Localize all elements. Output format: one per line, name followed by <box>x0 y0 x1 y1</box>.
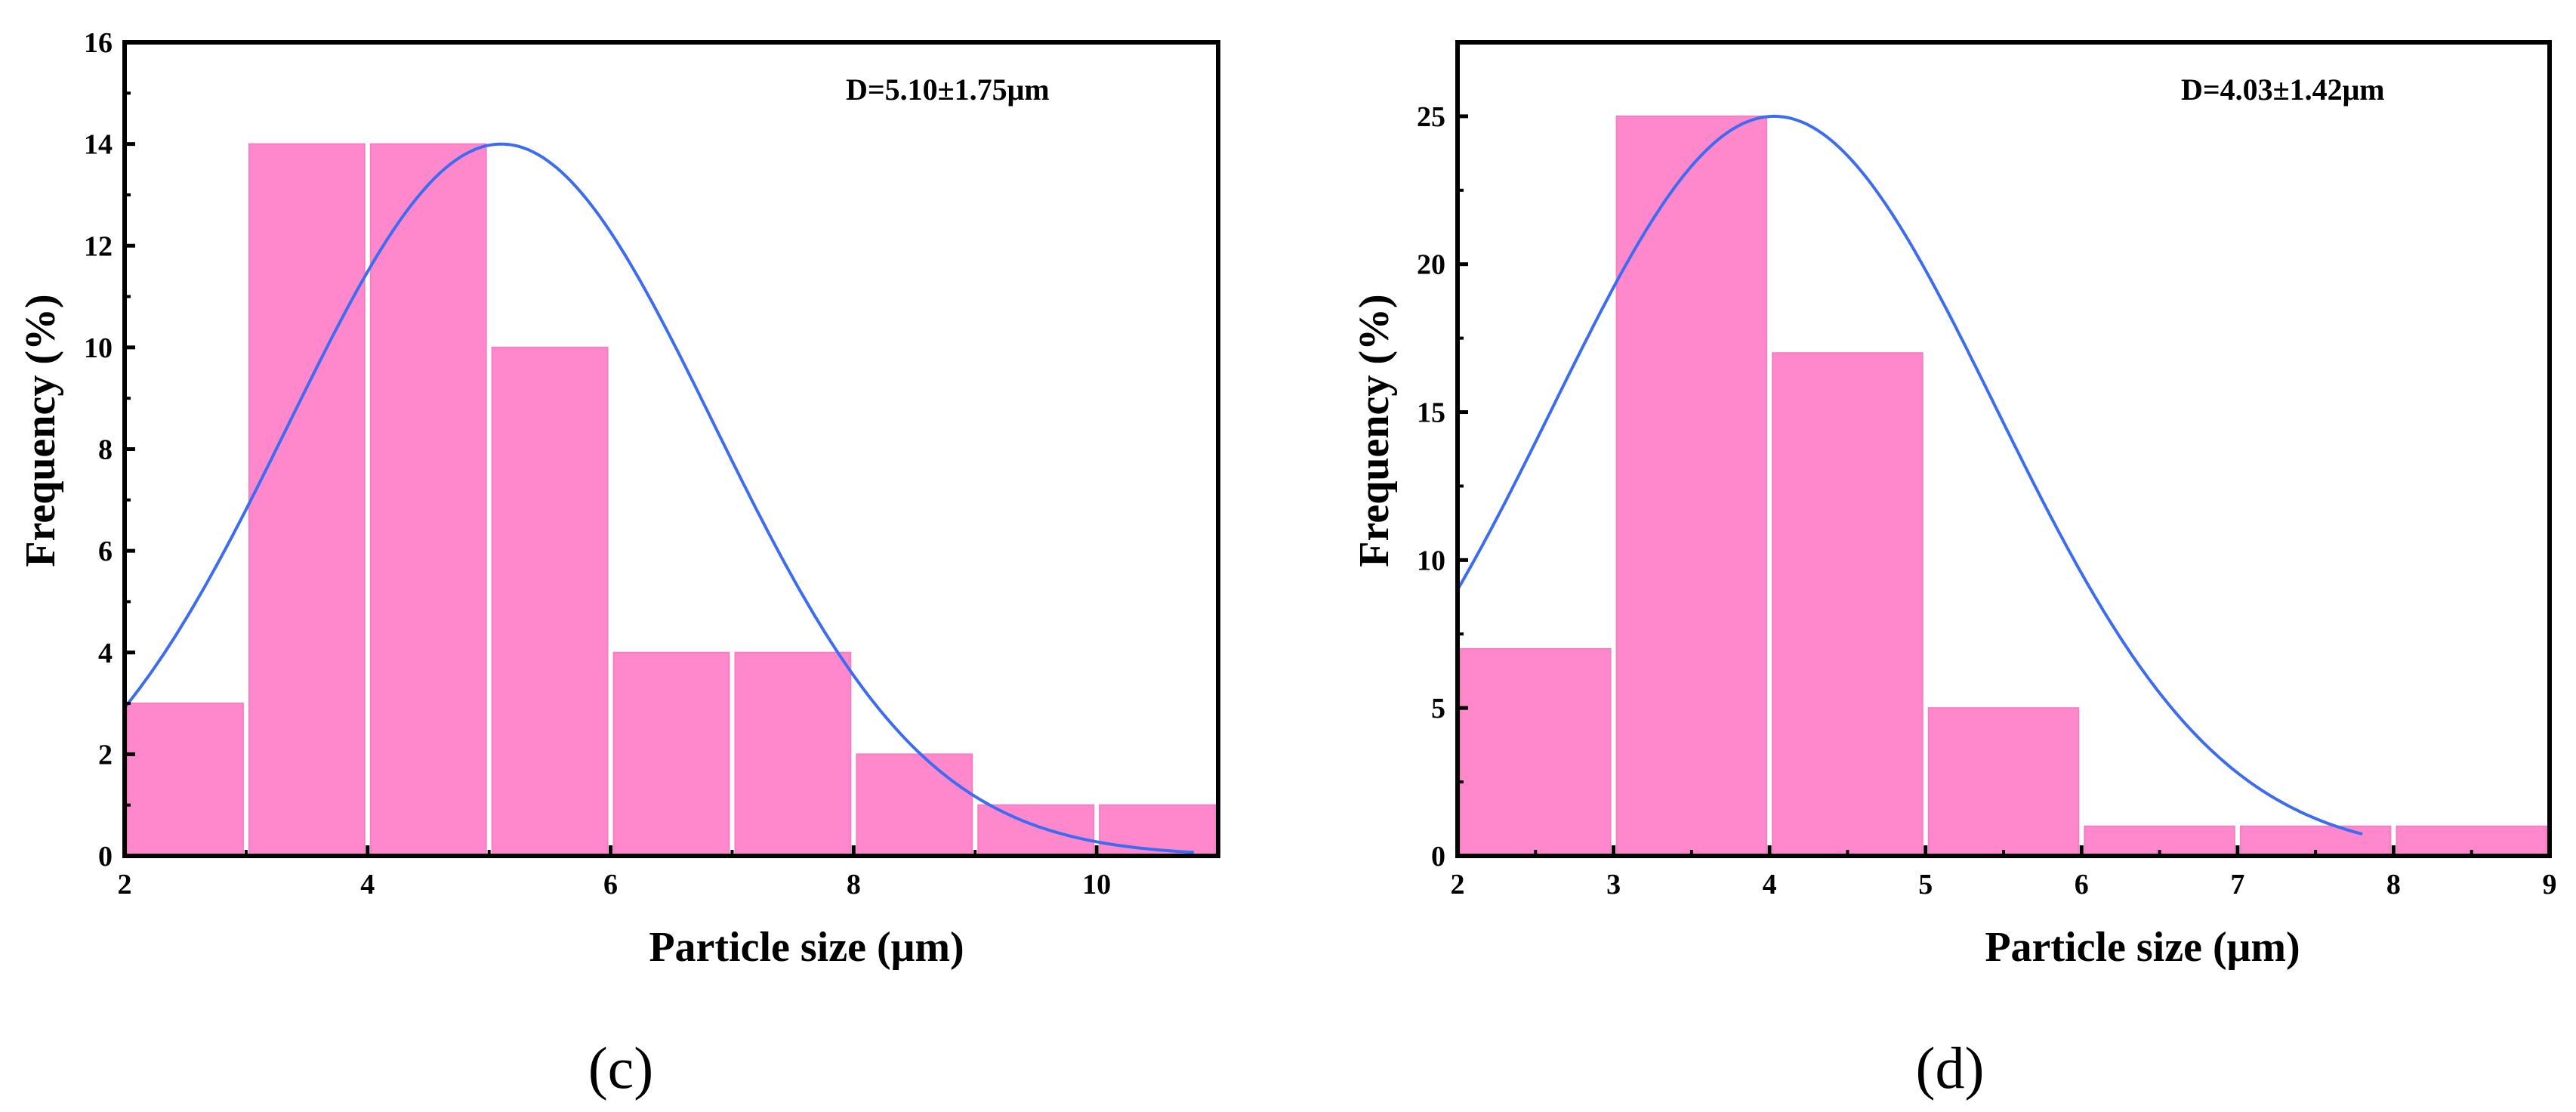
fit-curve-c <box>123 142 1194 854</box>
x-tick-label-c-2: 6 <box>603 869 618 900</box>
y-tick-label-c-0: 0 <box>98 841 113 873</box>
panel-c: D=5.10±1.75μm Particle size (μm) Frequen… <box>17 27 1220 1101</box>
bar-d-2 <box>1615 115 1768 857</box>
y-tick-label-d-2: 10 <box>1417 545 1445 576</box>
annotation-c: D=5.10±1.75μm <box>846 73 1050 107</box>
y-tick-label-c-2: 4 <box>98 638 113 669</box>
y-tick-label-c-1: 2 <box>98 739 113 771</box>
bar-c-8 <box>977 804 1095 857</box>
x-tick-label-d-1: 3 <box>1606 869 1621 900</box>
x-tick-label-d-7: 9 <box>2543 869 2557 900</box>
y-tick-label-d-0: 0 <box>1431 841 1445 873</box>
y-axis-title-c: Frequency (%) <box>17 294 64 567</box>
x-tick-label-d-4: 6 <box>2075 869 2089 900</box>
x-tick-label-c-0: 2 <box>118 869 132 900</box>
y-tick-label-d-4: 20 <box>1417 249 1445 281</box>
x-axis-title-d: Particle size (μm) <box>1985 924 2300 971</box>
x-tick-label-d-2: 4 <box>1763 869 1777 900</box>
x-tick-label-d-6: 8 <box>2386 869 2401 900</box>
bar-c-3 <box>369 143 487 857</box>
y-tick-label-d-1: 5 <box>1431 693 1445 724</box>
bar-c-4 <box>491 346 609 857</box>
x-tick-label-c-3: 8 <box>847 869 861 900</box>
fit-curve-d <box>1456 114 2363 836</box>
y-tick-label-c-8: 16 <box>84 27 113 59</box>
panel-label-c: (c) <box>588 1035 654 1101</box>
x-tick-label-d-3: 5 <box>1918 869 1933 900</box>
y-tick-label-d-3: 15 <box>1417 397 1445 429</box>
bar-d-4 <box>1927 707 2080 857</box>
bar-c-6 <box>734 651 852 857</box>
y-tick-label-c-4: 8 <box>98 434 113 466</box>
bar-c-7 <box>856 753 973 857</box>
annotation-d: D=4.03±1.42μm <box>2181 73 2385 107</box>
bar-d-3 <box>1772 352 1924 857</box>
bar-c-1 <box>127 703 244 857</box>
x-tick-label-c-1: 4 <box>360 869 375 900</box>
x-axis-title-c: Particle size (μm) <box>649 924 964 971</box>
y-tick-label-c-7: 14 <box>84 129 113 161</box>
bar-c-5 <box>612 651 730 857</box>
panel-label-d: (d) <box>1916 1035 1985 1101</box>
y-tick-label-c-3: 6 <box>98 536 113 567</box>
y-tick-label-d-5: 25 <box>1417 101 1445 133</box>
x-tick-label-d-5: 7 <box>2230 869 2244 900</box>
x-tick-label-d-0: 2 <box>1451 869 1465 900</box>
y-tick-label-c-5: 10 <box>84 332 113 364</box>
x-tick-label-c-4: 10 <box>1082 869 1111 900</box>
panel-d: D=4.03±1.42μm Particle size (μm) Frequen… <box>1351 40 2557 1101</box>
bar-c-2 <box>248 143 366 857</box>
y-tick-label-c-6: 12 <box>84 230 113 262</box>
bar-d-1 <box>1460 647 1612 857</box>
y-axis-title-d: Frequency (%) <box>1351 294 1398 567</box>
bar-c-9 <box>1099 804 1216 857</box>
